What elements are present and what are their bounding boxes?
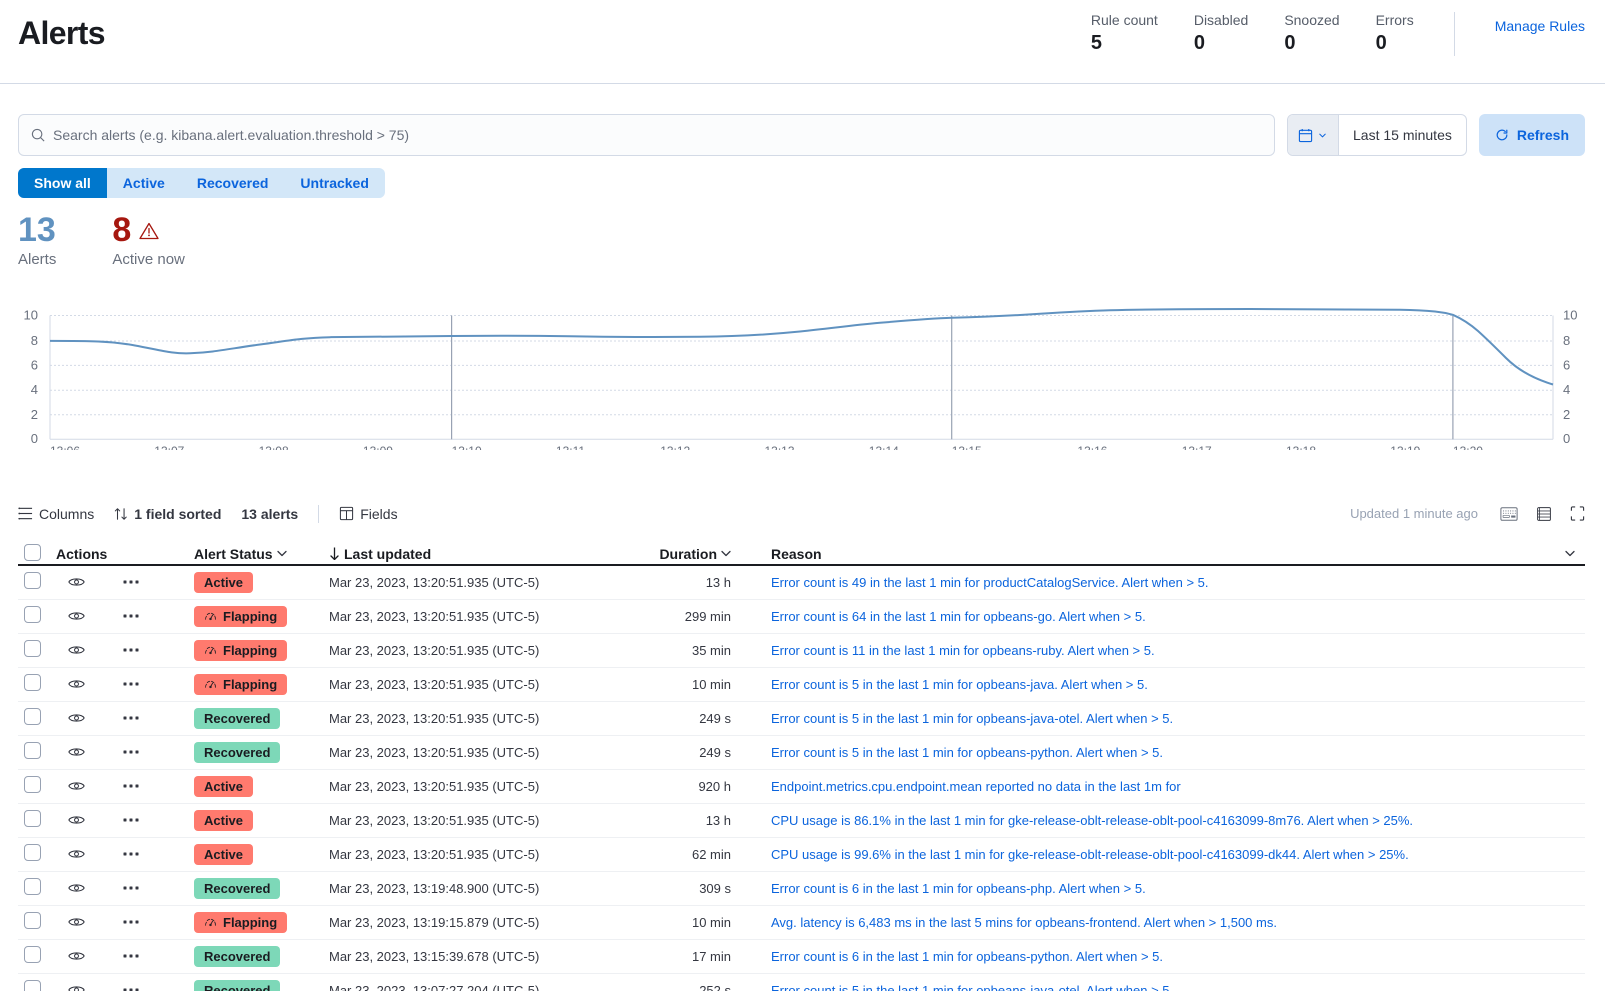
svg-text:2: 2 [31, 407, 38, 422]
svg-text:8: 8 [31, 333, 38, 348]
svg-text:6: 6 [31, 357, 38, 372]
svg-text:6: 6 [1563, 357, 1570, 372]
svg-text:10: 10 [1563, 307, 1577, 322]
svg-text:13:19: 13:19 [1390, 444, 1420, 450]
svg-text:13:07: 13:07 [154, 444, 184, 450]
svg-text:13:10: 13:10 [452, 444, 482, 450]
svg-text:0: 0 [1563, 431, 1570, 446]
svg-text:4: 4 [1563, 382, 1570, 397]
svg-text:8: 8 [1563, 333, 1570, 348]
svg-text:13:16: 13:16 [1077, 444, 1107, 450]
svg-text:13:17: 13:17 [1182, 444, 1212, 450]
svg-text:10: 10 [24, 307, 38, 322]
svg-text:2: 2 [1563, 407, 1570, 422]
svg-text:13:11: 13:11 [556, 444, 585, 450]
svg-text:13:06: 13:06 [50, 444, 80, 450]
svg-text:13:09: 13:09 [363, 444, 393, 450]
svg-text:13:20: 13:20 [1453, 444, 1483, 450]
svg-text:13:12: 13:12 [660, 444, 690, 450]
svg-text:13:08: 13:08 [259, 444, 289, 450]
svg-text:13:15: 13:15 [952, 444, 982, 450]
svg-text:13:13: 13:13 [765, 444, 795, 450]
svg-text:4: 4 [31, 382, 38, 397]
svg-text:13:18: 13:18 [1286, 444, 1316, 450]
svg-text:13:14: 13:14 [869, 444, 899, 450]
svg-text:0: 0 [31, 431, 38, 446]
